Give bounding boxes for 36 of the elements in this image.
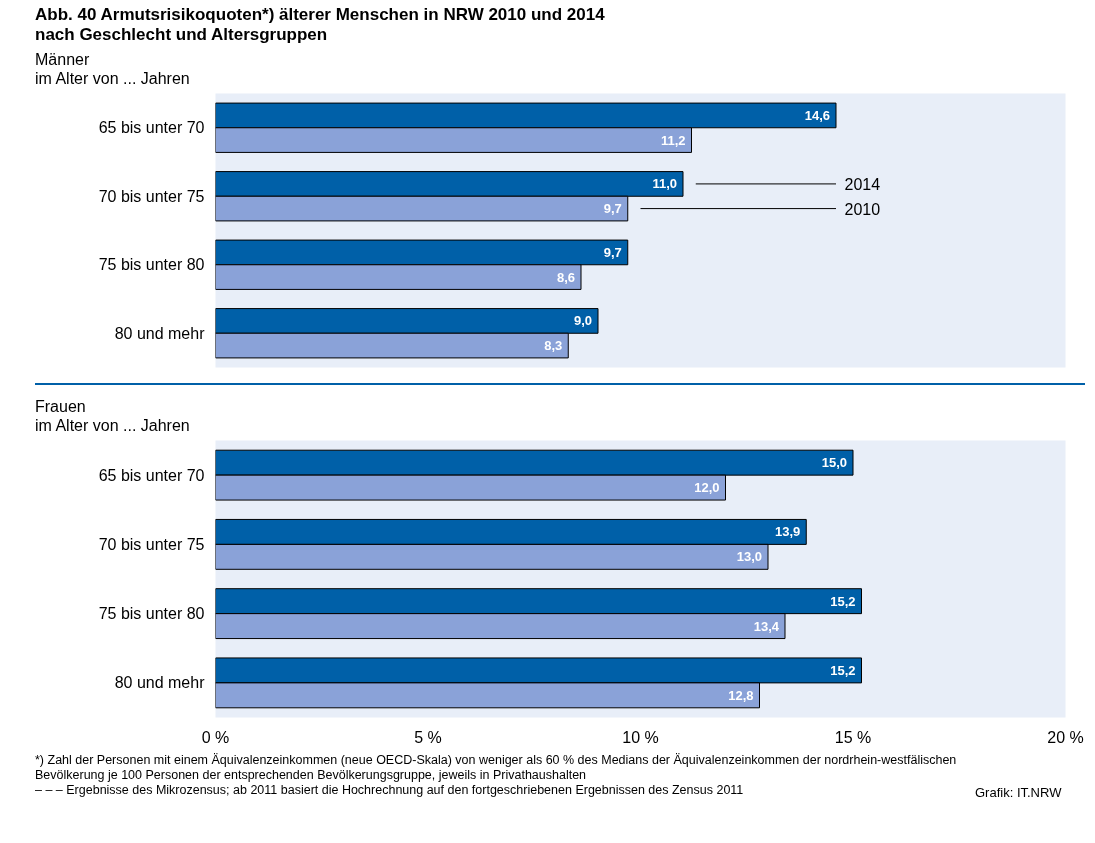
y-axis-title: Männer im Alter von ... Jahren [34, 50, 190, 89]
data-label: 13,9 [774, 524, 801, 540]
data-label: 9,0 [573, 313, 593, 329]
data-label: 14,6 [804, 108, 831, 124]
x-tick-label: 10 % [622, 728, 659, 746]
text: 2014 [844, 176, 881, 194]
x-tick-label: 15 % [834, 728, 872, 746]
data-label: 11,0 [652, 176, 678, 192]
data-label: 13,0 [736, 549, 763, 565]
text: Grafik: IT.NRW [975, 784, 1062, 802]
y-tick-label: 75 bis unter 80 [98, 605, 205, 623]
data-label: 11,2 [660, 132, 686, 148]
y-tick-label: 80 und mehr [114, 325, 206, 343]
data-label: 12,0 [694, 480, 720, 496]
y-tick-label: 65 bis unter 70 [98, 467, 205, 485]
x-tick-label: 5 % [414, 728, 442, 746]
data-label: 15,2 [830, 594, 856, 610]
data-label: 8,6 [556, 269, 576, 285]
data-label: 8,3 [544, 338, 563, 354]
y-tick-label: 70 bis unter 75 [98, 536, 205, 554]
y-tick-label: 70 bis unter 75 [98, 188, 205, 206]
text: *) Zahl der Personen mit einem Äquivalenzeinkommen (neue OECD-Skala) von weniger als 60 % des Medians der Äquivalenzeinkommen der nordrhein-westfälischen Bevölkerung je 100 Personen der entsprechenden Bevölkerungsgruppe, jeweils in Privathaushalten – – – Ergebnisse des Mikrozensus; ab 2011 basiert die Hochrechnung auf den fortgeschriebenen Ergebnissen des Zensus 2011 [34, 753, 958, 799]
data-label: 9,7 [603, 245, 622, 261]
data-label: 9,7 [603, 201, 622, 217]
x-tick-label: 0 % [201, 728, 230, 746]
data-label: 15,2 [830, 663, 856, 679]
chart-title: Abb. 40 Armutsrisikoquoten*) älterer Menschen in NRW 2010 und 2014 nach Geschlecht und Altersgruppen [34, 5, 605, 45]
y-axis-title: Frauen im Alter von ... Jahren [34, 397, 190, 436]
data-label: 13,4 [753, 619, 780, 635]
y-tick-label: 80 und mehr [114, 674, 206, 692]
data-label: 12,8 [728, 688, 754, 704]
x-tick-label: 20 % [1047, 728, 1084, 746]
text: 2010 [844, 200, 881, 218]
y-tick-label: 75 bis unter 80 [98, 256, 205, 274]
y-tick-label: 65 bis unter 70 [98, 119, 205, 137]
data-label: 15,0 [821, 455, 848, 471]
